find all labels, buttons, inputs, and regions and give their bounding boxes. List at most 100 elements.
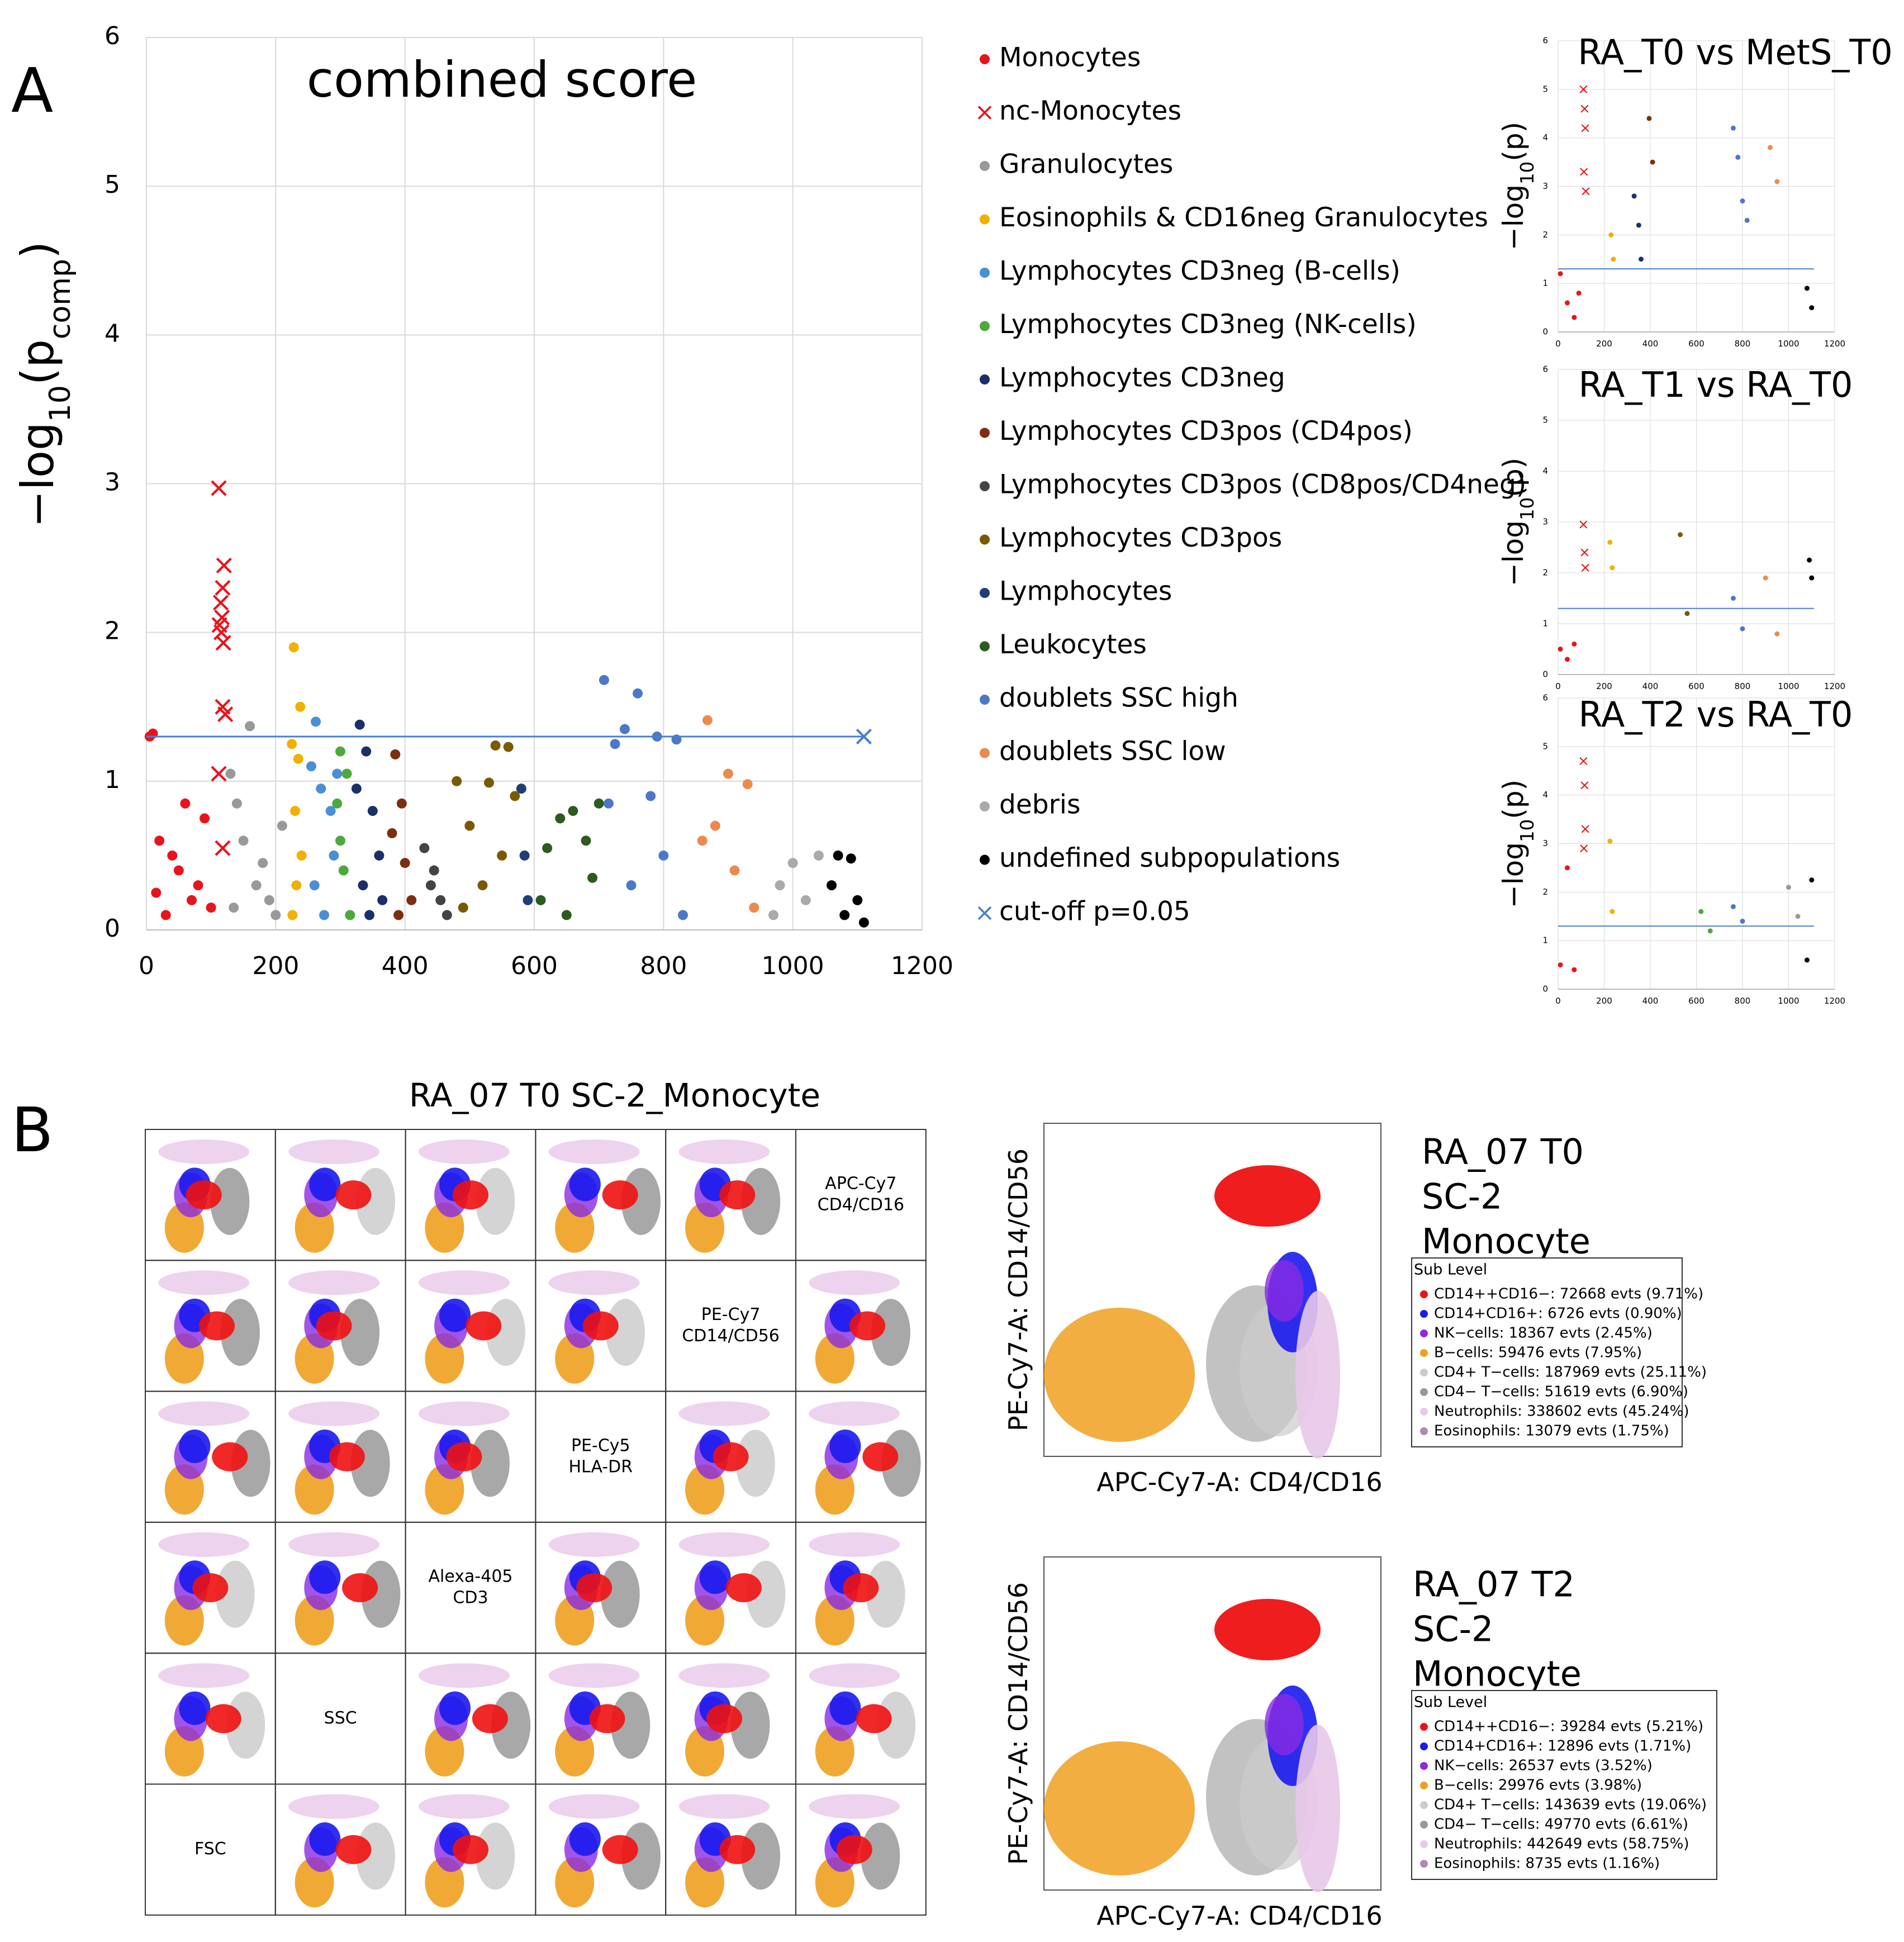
- data-point: [593, 798, 604, 809]
- y-axis-label: −log10(p): [1497, 780, 1538, 908]
- population-blob: [843, 1573, 879, 1603]
- population-blob: [212, 1442, 248, 1471]
- y-axis-label-part: 10: [1517, 162, 1538, 184]
- legend-label: CD4+ T−cells: 143639 evts (19.06%): [1434, 1797, 1707, 1813]
- y-tick-label: 4: [1542, 132, 1548, 143]
- population-blob: [215, 1560, 255, 1628]
- matrix-cell: [795, 1783, 927, 1916]
- population-blob: [186, 1180, 222, 1210]
- population-blob: [678, 1532, 770, 1557]
- population-blob: [611, 1692, 651, 1759]
- data-point: [425, 880, 436, 891]
- data-point: [316, 784, 326, 794]
- data-point: [1565, 657, 1570, 662]
- y-tick-label: 0: [105, 914, 120, 943]
- data-point: [1580, 105, 1589, 113]
- data-point: [290, 806, 301, 816]
- data-point: [251, 880, 262, 891]
- chart-title: RA_T0 vs MetS_T0: [1578, 32, 1892, 73]
- population-blob: [871, 1299, 910, 1366]
- legend-label: CD4− T−cells: 49770 evts (6.61%): [1434, 1816, 1688, 1833]
- y-axis-label-part: ): [12, 241, 64, 259]
- data-point: [296, 850, 307, 861]
- data-point: [215, 580, 231, 596]
- y-axis-label: −log10(p): [1497, 458, 1538, 586]
- data-point: [277, 820, 287, 831]
- legend-title: Sub Level: [1414, 1694, 1487, 1711]
- data-point: [977, 906, 992, 920]
- population-blob: [589, 1704, 625, 1734]
- chart-title: combined score: [307, 51, 697, 108]
- data-point: [335, 746, 345, 757]
- data-point: [332, 798, 343, 809]
- data-point: [160, 910, 171, 920]
- data-point: [1707, 928, 1713, 934]
- data-point: [1558, 647, 1563, 652]
- data-point: [1678, 532, 1683, 538]
- data-point: [742, 779, 753, 790]
- population-blob: [862, 1442, 899, 1471]
- y-axis-label-part: (p): [1497, 122, 1530, 162]
- data-point: [729, 865, 740, 876]
- channel-label: PE-Cy5: [571, 1436, 630, 1455]
- data-point: [264, 895, 274, 905]
- legend-label: CD14++CD16−: 39284 evts (5.21%): [1434, 1718, 1703, 1735]
- data-point: [377, 895, 388, 905]
- data-point: [325, 806, 336, 816]
- population-blob: [335, 1835, 372, 1864]
- y-tick-label: 6: [105, 22, 120, 50]
- data-point: [581, 835, 591, 846]
- population-blob: [1295, 1725, 1340, 1892]
- data-point: [1582, 187, 1590, 196]
- plot-title: SC-2: [1413, 1608, 1493, 1649]
- legend-label: Neutrophils: 338602 evts (45.24%): [1434, 1403, 1689, 1420]
- population-blob: [453, 1180, 488, 1210]
- x-tick-label: 600: [1688, 339, 1704, 349]
- data-point: [287, 739, 297, 749]
- y-axis-label-part: (p): [1497, 780, 1530, 819]
- population-blob: [179, 1691, 211, 1725]
- data-point: [400, 858, 410, 868]
- x-tick-label: 400: [1642, 681, 1659, 691]
- population-blob: [335, 1180, 372, 1210]
- data-point: [1579, 757, 1588, 765]
- y-axis-label-part: (p: [12, 339, 64, 385]
- data-point: [367, 806, 378, 816]
- y-tick-label: 2: [105, 617, 120, 645]
- legend-label: Eosinophils: 8735 evts (1.16%): [1434, 1855, 1660, 1872]
- data-point: [1631, 193, 1637, 199]
- y-axis-label: PE-Cy7-A: CD14/CD56: [1003, 1582, 1033, 1865]
- population-blob: [340, 1299, 380, 1366]
- population-blob: [418, 1139, 510, 1164]
- legend-marker: [1420, 1369, 1428, 1376]
- data-point: [180, 798, 191, 809]
- legend-label: doublets SSC high: [999, 683, 1238, 714]
- data-point: [768, 910, 778, 920]
- data-point: [1571, 641, 1577, 647]
- data-point: [587, 872, 598, 883]
- legend-label: Lymphocytes CD3neg: [999, 363, 1285, 393]
- y-tick-label: 6: [1542, 36, 1548, 46]
- population-blob: [741, 1167, 781, 1235]
- population-blob: [342, 1573, 378, 1603]
- y-tick-label: 1: [105, 766, 120, 794]
- population-blob: [699, 1560, 731, 1594]
- x-tick-label: 800: [640, 952, 687, 980]
- population-blob: [548, 1532, 640, 1557]
- legend-marker: [1420, 1427, 1428, 1435]
- population-blob: [309, 1167, 341, 1202]
- x-tick-label: 1000: [1778, 339, 1799, 349]
- data-point: [193, 880, 203, 891]
- data-point: [1571, 315, 1577, 320]
- y-axis-label-part: comp: [44, 259, 77, 339]
- data-point: [1580, 844, 1588, 853]
- data-point: [1609, 909, 1615, 914]
- channel-label: CD3: [453, 1588, 488, 1608]
- data-point: [212, 595, 229, 611]
- legend-label: B−cells: 59476 evts (7.95%): [1434, 1345, 1642, 1361]
- plot-title: Monocyte: [1422, 1221, 1590, 1261]
- legend-marker: [980, 588, 990, 598]
- x-tick-label: 600: [1688, 681, 1704, 691]
- data-point: [406, 895, 417, 905]
- plot-title: SC-2: [1422, 1176, 1502, 1217]
